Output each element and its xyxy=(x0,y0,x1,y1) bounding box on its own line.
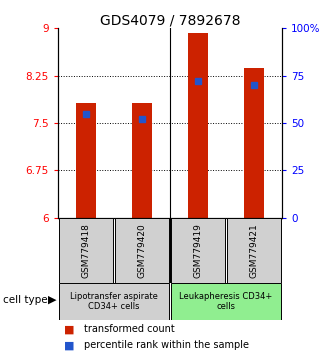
Bar xyxy=(171,283,281,320)
Text: ▶: ▶ xyxy=(48,295,56,305)
Bar xyxy=(244,68,264,218)
Text: cell type: cell type xyxy=(3,295,48,305)
Bar xyxy=(132,103,152,218)
Bar xyxy=(115,218,169,283)
Bar xyxy=(188,33,208,218)
Text: percentile rank within the sample: percentile rank within the sample xyxy=(84,340,249,350)
Text: ■: ■ xyxy=(64,340,75,350)
Bar xyxy=(227,218,281,283)
Title: GDS4079 / 7892678: GDS4079 / 7892678 xyxy=(100,13,240,27)
Bar xyxy=(59,218,113,283)
Text: transformed count: transformed count xyxy=(84,324,175,334)
Text: GSM779420: GSM779420 xyxy=(137,223,147,278)
Bar xyxy=(76,103,96,218)
Bar xyxy=(171,218,225,283)
Text: GSM779419: GSM779419 xyxy=(193,223,203,278)
Text: GSM779421: GSM779421 xyxy=(249,223,259,278)
Text: Lipotransfer aspirate
CD34+ cells: Lipotransfer aspirate CD34+ cells xyxy=(70,292,158,312)
Bar xyxy=(59,283,169,320)
Text: ■: ■ xyxy=(64,324,75,334)
Text: Leukapheresis CD34+
cells: Leukapheresis CD34+ cells xyxy=(180,292,273,312)
Text: GSM779418: GSM779418 xyxy=(81,223,90,278)
